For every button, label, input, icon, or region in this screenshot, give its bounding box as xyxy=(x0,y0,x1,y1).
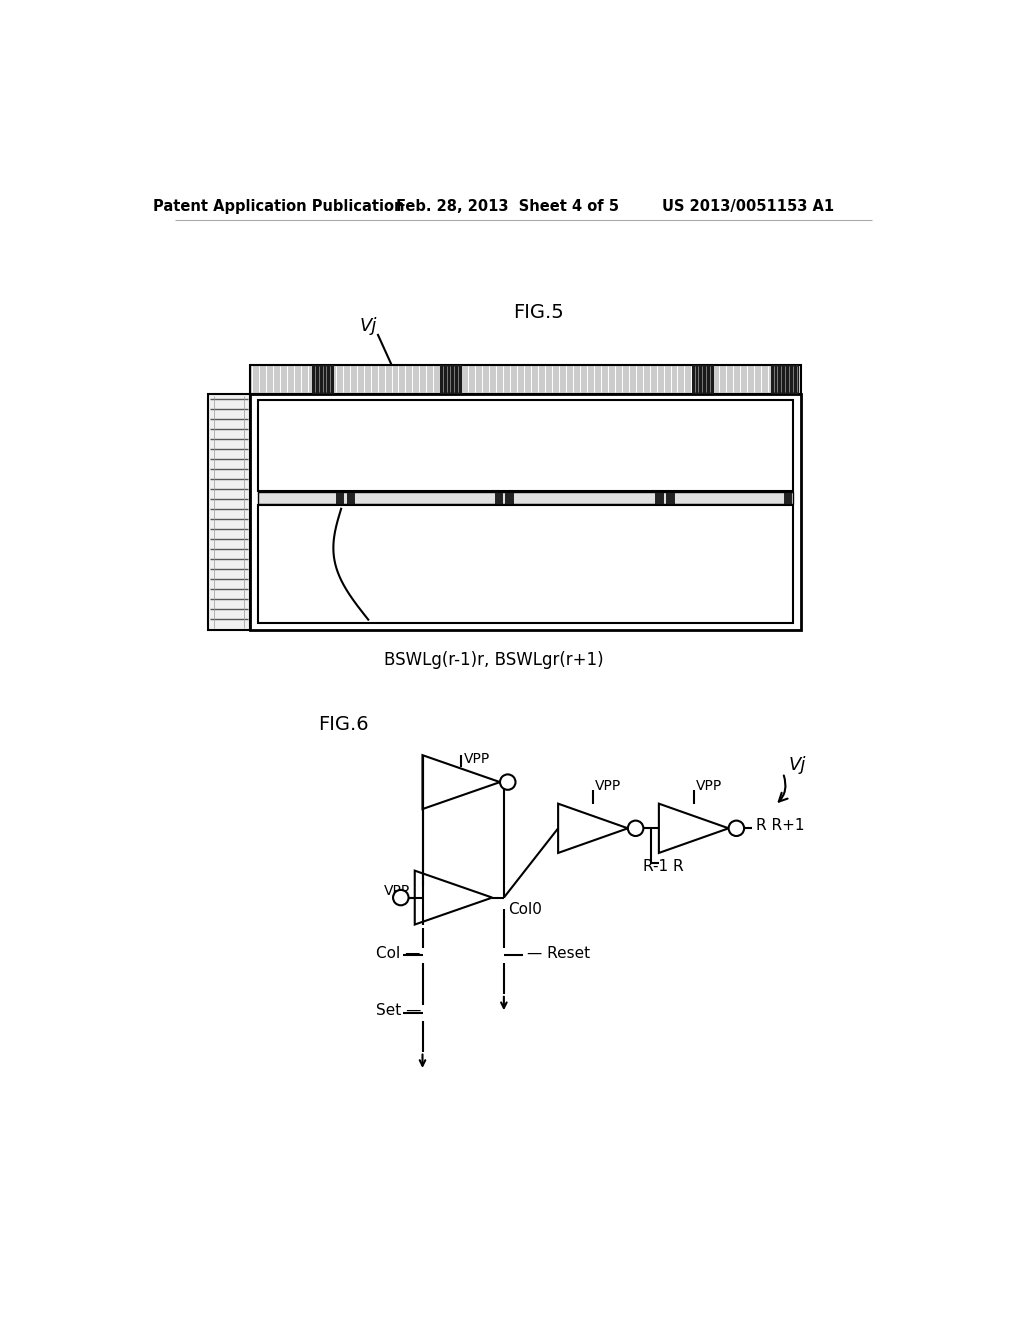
Text: US 2013/0051153 A1: US 2013/0051153 A1 xyxy=(662,198,835,214)
Bar xyxy=(312,364,334,395)
Bar xyxy=(495,492,503,504)
Text: Patent Application Publication: Patent Application Publication xyxy=(154,198,404,214)
Bar xyxy=(771,364,799,395)
Bar xyxy=(666,492,674,504)
Bar xyxy=(251,364,801,395)
Bar xyxy=(440,364,462,395)
Text: VPP: VPP xyxy=(696,779,722,793)
Bar xyxy=(258,492,793,504)
Text: Set —: Set — xyxy=(376,1003,421,1018)
Text: — Reset: — Reset xyxy=(527,945,590,961)
Text: Vj: Vj xyxy=(359,317,377,335)
Bar xyxy=(655,492,663,504)
Text: Col —: Col — xyxy=(376,945,421,961)
Bar xyxy=(506,492,513,504)
Bar xyxy=(346,492,354,504)
Text: Vj: Vj xyxy=(788,756,806,774)
Text: FIG.5: FIG.5 xyxy=(513,302,564,322)
Text: R R+1: R R+1 xyxy=(756,818,804,833)
Bar xyxy=(692,364,714,395)
Circle shape xyxy=(500,775,515,789)
Text: BSWLg(r-1)r, BSWLgr(r+1): BSWLg(r-1)r, BSWLgr(r+1) xyxy=(384,651,603,669)
Circle shape xyxy=(628,821,643,836)
Circle shape xyxy=(729,821,744,836)
Text: VPP: VPP xyxy=(464,752,489,766)
Text: VPP: VPP xyxy=(384,884,410,899)
FancyArrowPatch shape xyxy=(779,775,787,801)
Text: Feb. 28, 2013  Sheet 4 of 5: Feb. 28, 2013 Sheet 4 of 5 xyxy=(396,198,620,214)
Bar xyxy=(783,492,792,504)
Bar xyxy=(258,506,793,623)
Text: VPP: VPP xyxy=(595,779,622,793)
Circle shape xyxy=(393,890,409,906)
Text: Col0: Col0 xyxy=(508,902,542,916)
Bar xyxy=(208,395,251,630)
Text: FIG.6: FIG.6 xyxy=(317,715,369,734)
Text: R-1 R: R-1 R xyxy=(643,859,684,874)
Bar xyxy=(258,400,793,491)
Bar xyxy=(336,492,343,504)
Bar xyxy=(251,395,801,630)
